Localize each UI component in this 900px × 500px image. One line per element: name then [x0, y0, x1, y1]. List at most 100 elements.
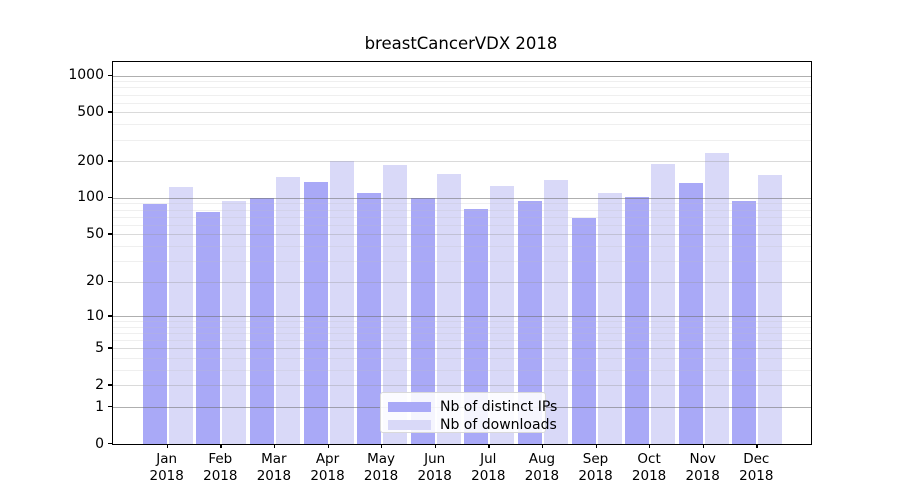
minor-gridline-40: [113, 245, 811, 247]
plot-area: [112, 61, 812, 445]
bar-nb-of-distinct-ips-dec: [732, 201, 757, 444]
x-tick-label-nov: Nov 2018: [673, 451, 733, 484]
y-tick-500: [108, 111, 112, 113]
y-tick-label-0: 0: [95, 435, 104, 452]
x-tick-apr: [327, 444, 329, 448]
legend: Nb of distinct IPs Nb of downloads: [380, 392, 557, 433]
bar-nb-of-distinct-ips-apr: [303, 181, 328, 444]
x-tick-month: Sep: [582, 451, 609, 467]
y-tick-1: [108, 406, 112, 408]
bar-nb-of-downloads-mar: [275, 177, 300, 444]
x-tick-label-mar: Mar 2018: [244, 451, 304, 484]
y-tick-2: [108, 384, 112, 386]
minor-gridline-3: [113, 370, 811, 372]
legend-item-downloads: Nb of downloads: [388, 418, 557, 432]
x-tick-sep: [595, 444, 597, 448]
y-tick-label-200: 200: [77, 152, 104, 169]
legend-label-distinct-ips: Nb of distinct IPs: [440, 399, 558, 415]
y-tick-label-2: 2: [95, 376, 104, 393]
x-tick-year: 2018: [739, 467, 774, 484]
bar-nb-of-distinct-ips-feb: [196, 212, 221, 444]
minor-gridline-4: [113, 358, 811, 360]
bar-nb-of-downloads-feb: [222, 200, 247, 444]
bar-nb-of-distinct-ips-mar: [249, 197, 274, 444]
x-tick-label-dec: Dec 2018: [726, 451, 786, 484]
x-tick-month: Feb: [208, 451, 233, 467]
x-tick-label-may: May 2018: [351, 451, 411, 484]
gridline-200: [113, 161, 811, 163]
bar-nb-of-downloads-oct: [651, 164, 676, 444]
gridline-10: [113, 316, 811, 318]
y-tick-200: [108, 160, 112, 162]
y-tick-label-1: 1: [95, 398, 104, 415]
minor-gridline-400: [113, 124, 811, 126]
minor-gridline-6: [113, 340, 811, 342]
minor-gridline-9: [113, 321, 811, 323]
gridline-100: [113, 197, 811, 199]
y-tick-1000: [108, 74, 112, 76]
x-tick-year: 2018: [310, 467, 345, 484]
x-tick-oct: [649, 444, 651, 448]
bar-nb-of-distinct-ips-jan: [142, 204, 167, 444]
x-tick-aug: [541, 444, 544, 448]
x-tick-jan: [166, 444, 169, 448]
x-tick-month: Oct: [637, 451, 661, 467]
x-tick-month: Apr: [315, 451, 340, 467]
x-tick-year: 2018: [578, 467, 613, 484]
y-tick-label-50: 50: [86, 225, 104, 242]
y-tick-5: [108, 347, 112, 349]
bar-nb-of-downloads-nov: [704, 153, 729, 444]
legend-item-distinct-ips: Nb of distinct IPs: [388, 400, 557, 414]
x-tick-label-apr: Apr 2018: [298, 451, 358, 484]
minor-gridline-90: [113, 203, 811, 205]
x-tick-label-jun: Jun 2018: [405, 451, 465, 484]
bar-nb-of-downloads-apr: [329, 161, 354, 444]
minor-gridline-800: [113, 87, 811, 89]
x-tick-month: Dec: [743, 451, 770, 467]
gridline-2: [113, 385, 811, 387]
x-tick-year: 2018: [685, 467, 720, 484]
y-tick-0: [108, 443, 112, 445]
gridline-50: [113, 234, 811, 236]
gridline-500: [113, 112, 811, 114]
bar-nb-of-distinct-ips-sep: [571, 218, 596, 444]
x-tick-jun: [434, 444, 437, 448]
minor-gridline-300: [113, 139, 811, 141]
minor-gridline-70: [113, 216, 811, 218]
x-tick-month: Aug: [528, 451, 556, 467]
y-tick-label-500: 500: [77, 103, 104, 120]
bar-nb-of-downloads-jan: [168, 187, 193, 444]
y-tick-label-1000: 1000: [68, 67, 104, 84]
x-tick-year: 2018: [471, 467, 506, 484]
gridline-20: [113, 281, 811, 283]
x-tick-nov: [702, 444, 705, 448]
bar-nb-of-downloads-sep: [597, 192, 622, 444]
minor-gridline-30: [113, 260, 811, 262]
y-tick-50: [108, 233, 112, 235]
legend-swatch-distinct-ips: [388, 402, 431, 412]
chart-title: breastCancerVDX 2018: [364, 34, 558, 53]
x-tick-year: 2018: [256, 467, 292, 484]
y-tick-20: [108, 280, 112, 283]
x-tick-month: Mar: [261, 451, 287, 467]
x-tick-month: Jun: [424, 451, 446, 467]
minor-gridline-700: [113, 94, 811, 96]
x-tick-label-aug: Aug 2018: [512, 451, 572, 484]
x-tick-month: Jan: [156, 451, 178, 467]
minor-gridline-60: [113, 224, 811, 226]
y-tick-label-5: 5: [95, 339, 104, 356]
x-tick-year: 2018: [631, 467, 667, 484]
bar-nb-of-distinct-ips-nov: [678, 182, 703, 444]
minor-gridline-80: [113, 209, 811, 211]
x-tick-label-feb: Feb 2018: [190, 451, 250, 484]
y-tick-label-10: 10: [86, 307, 104, 324]
y-tick-10: [108, 315, 112, 317]
y-tick-100: [108, 196, 112, 199]
x-tick-mar: [273, 444, 276, 448]
gridline-5: [113, 348, 811, 350]
minor-gridline-7: [113, 333, 811, 335]
x-tick-year: 2018: [149, 467, 184, 484]
y-tick-label-100: 100: [77, 189, 104, 206]
x-tick-year: 2018: [524, 467, 560, 484]
